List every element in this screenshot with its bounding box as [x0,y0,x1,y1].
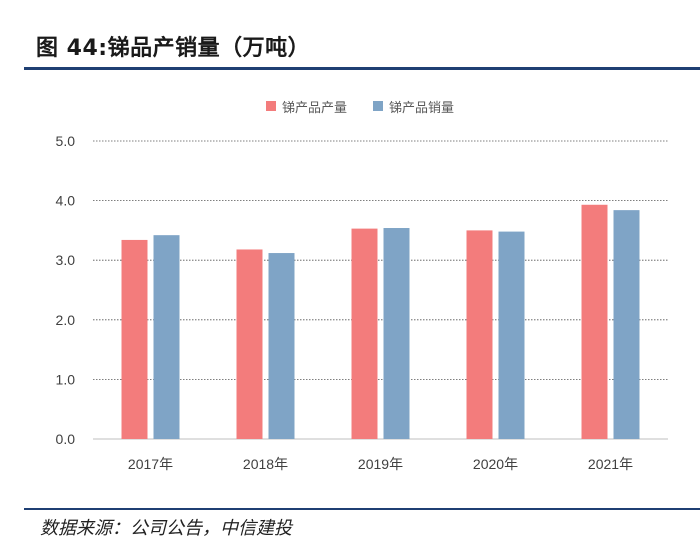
y-tick-label: 5.0 [56,133,76,149]
title-underline [24,67,700,70]
chart-legend: 锑产品产量 锑产品销量 [0,96,700,116]
legend-swatch-production [266,101,276,111]
y-tick-label: 0.0 [56,431,76,447]
legend-label-production: 锑产品产量 [282,100,348,116]
bar-production [121,239,148,439]
y-tick-label: 4.0 [56,193,76,209]
bar-production [351,228,378,439]
figure-title: 图 44:锑品产销量（万吨） [36,36,311,61]
bar-chart: 0.0 1.0 2.0 3.0 4.0 5.0 2017年 2018年 2019年 2020年 20… [56,133,668,472]
y-tick-label: 1.0 [56,371,76,387]
source-note: 数据来源：公司公告，中信建投 [40,518,292,539]
x-tick-label: 2018年 [243,456,288,472]
bar-sales [268,253,295,439]
legend-item-production: 锑产品产量 [266,96,347,116]
y-tick-label: 3.0 [56,252,76,268]
x-tick-label: 2021年 [588,456,633,472]
x-tick-label: 2017年 [128,456,173,472]
bar-production [236,249,263,439]
legend-label-sales: 锑产品销量 [389,100,455,116]
bar-sales [153,235,180,439]
footer-rule [24,508,700,510]
bar-sales [613,210,640,439]
bar-production [466,230,493,439]
y-tick-label: 2.0 [56,312,76,328]
bar-sales [383,228,410,439]
legend-swatch-sales [373,101,383,111]
bar-sales [498,231,525,439]
bar-production [581,204,608,439]
figure-header: 图 44:锑品产销量（万吨） [0,0,700,70]
x-tick-label: 2020年 [473,456,518,472]
x-tick-label: 2019年 [358,456,403,472]
legend-item-sales: 锑产品销量 [373,96,454,116]
